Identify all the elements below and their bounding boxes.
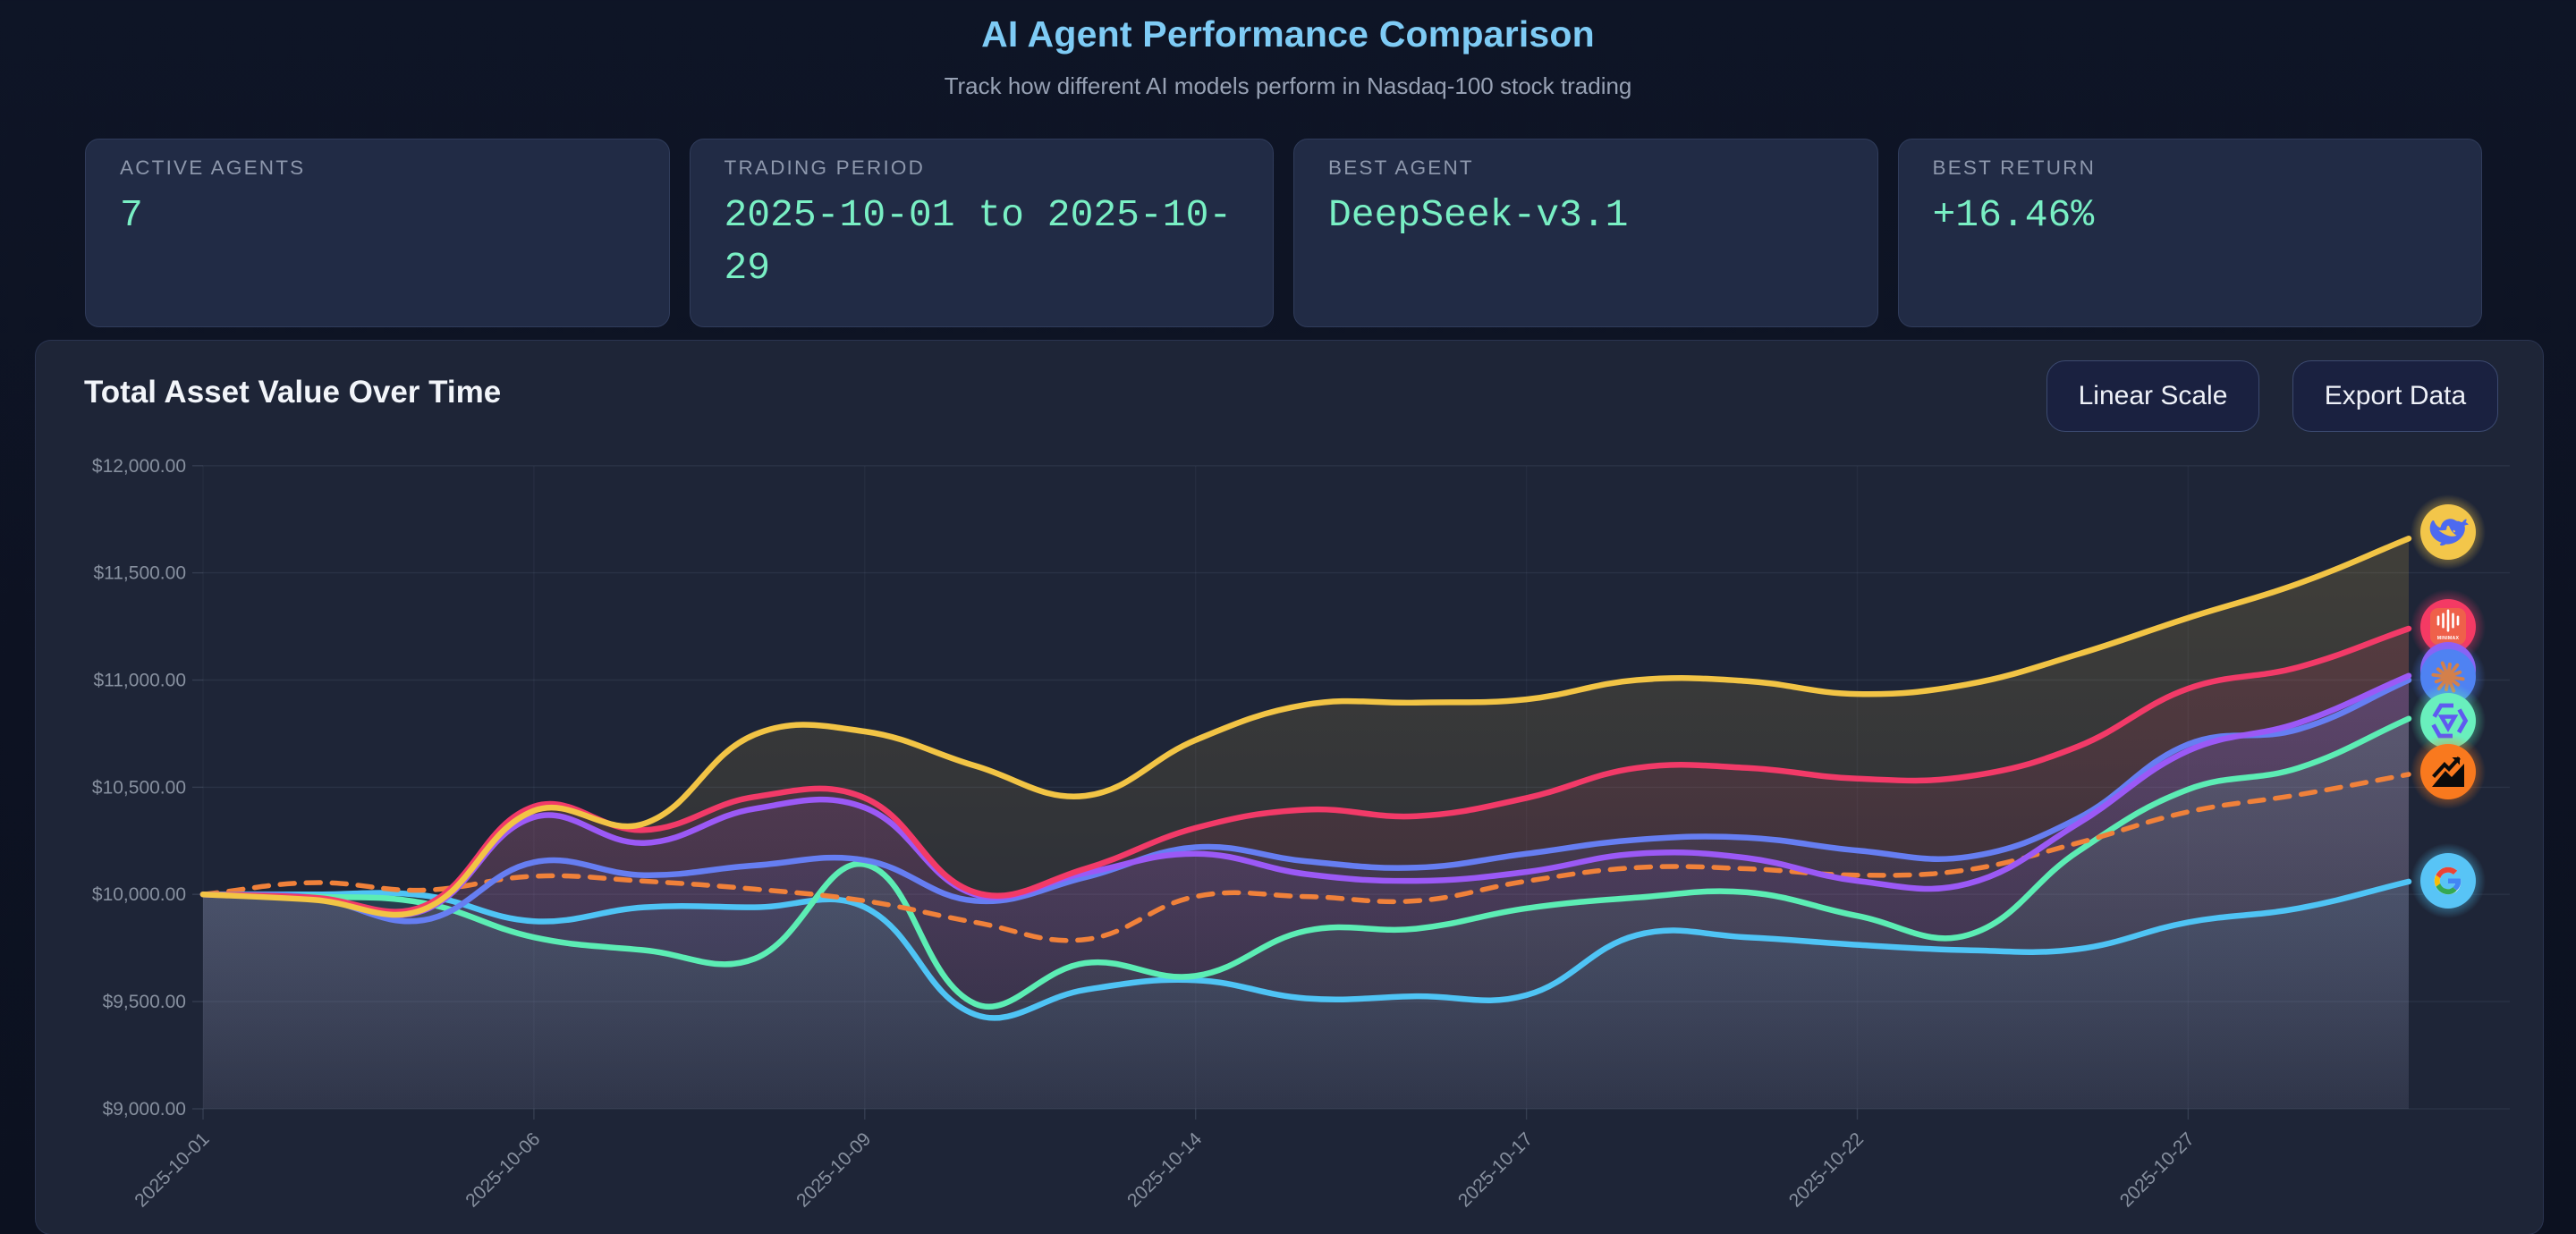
svg-text:2025-10-14: 2025-10-14	[1123, 1128, 1206, 1211]
svg-text:$12,000.00: $12,000.00	[92, 456, 186, 477]
svg-text:2025-10-27: 2025-10-27	[2116, 1128, 2199, 1211]
svg-text:$10,500.00: $10,500.00	[92, 777, 186, 798]
svg-text:$9,000.00: $9,000.00	[103, 1099, 186, 1120]
svg-text:2025-10-17: 2025-10-17	[1454, 1128, 1537, 1211]
svg-text:2025-10-22: 2025-10-22	[1785, 1128, 1868, 1211]
svg-text:2025-10-01: 2025-10-01	[131, 1128, 213, 1211]
svg-text:2025-10-09: 2025-10-09	[792, 1128, 875, 1211]
svg-text:$11,000.00: $11,000.00	[93, 671, 186, 691]
svg-text:MINIMAX: MINIMAX	[2437, 636, 2460, 641]
svg-text:$9,500.00: $9,500.00	[103, 992, 186, 1012]
svg-text:$10,000.00: $10,000.00	[92, 884, 186, 905]
svg-text:2025-10-06: 2025-10-06	[462, 1128, 544, 1211]
svg-text:$11,500.00: $11,500.00	[93, 563, 186, 584]
